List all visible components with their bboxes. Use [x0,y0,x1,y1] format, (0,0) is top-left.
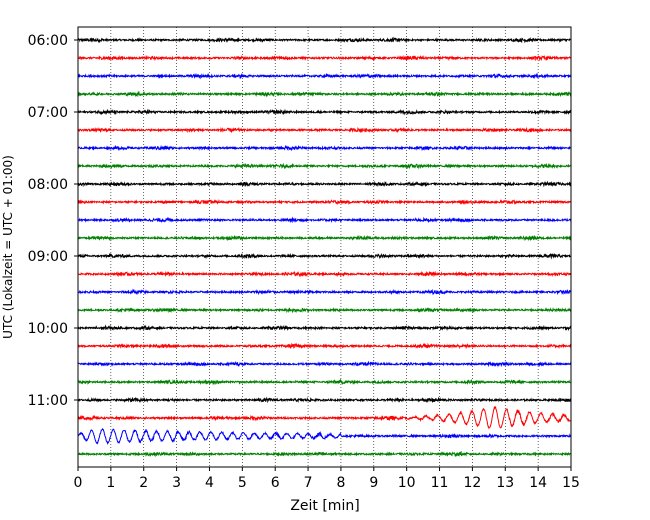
seismic-trace [77,252,572,260]
seismic-trace [77,234,572,242]
x-tick-label: 8 [336,475,345,491]
seismic-trace [77,198,572,206]
seismic-trace [77,126,572,134]
x-tick-label: 4 [205,475,214,491]
seismic-trace [77,270,572,278]
grid-lines [110,27,539,467]
plot-frame [77,26,572,468]
seismic-trace [77,72,572,80]
seismic-trace [77,36,572,44]
seismic-trace [77,378,572,386]
x-tick-label: 2 [139,475,148,491]
seismic-trace [77,54,572,62]
y-tick-label: 06:00 [28,33,68,49]
x-tick-label: 11 [431,475,449,491]
seismic-trace [77,288,572,296]
seismic-trace [77,450,572,458]
seismic-trace [77,306,572,314]
seismic-trace [77,90,572,98]
y-tick-label: 10:00 [28,321,68,337]
seismic-trace [77,427,572,445]
seismic-trace [77,396,572,404]
x-tick-label: 10 [398,475,416,491]
seismic-trace [77,360,572,368]
x-tick-label: 7 [304,475,313,491]
seismic-trace [77,108,572,116]
x-tick-label: 12 [463,475,481,491]
y-axis-title: UTC (Lokalzeit = UTC + 01:00) [1,155,15,339]
y-axis-ticks: 06:00 07:00 08:00 09:00 10:00 11:00 [28,33,78,409]
x-tick-label: 15 [562,475,580,491]
y-tick-label: 09:00 [28,249,68,265]
x-tick-label: 14 [529,475,547,491]
seismic-trace [77,406,572,430]
x-axis-title: Zeit [min] [290,498,359,514]
seismic-trace [77,216,572,224]
seismic-trace [77,162,572,170]
x-tick-label: 5 [238,475,247,491]
x-tick-label: 3 [172,475,181,491]
x-tick-label: 13 [496,475,514,491]
seismic-trace [77,342,572,350]
y-tick-label: 08:00 [28,177,68,193]
x-tick-label: 9 [369,475,378,491]
seismic-trace [77,324,572,332]
x-axis-ticks: 0 1 2 3 4 5 6 7 8 9 10 11 12 13 14 15 [74,467,580,491]
x-tick-label: 1 [106,475,115,491]
seismic-trace [77,144,572,152]
y-tick-label: 11:00 [28,393,68,409]
x-tick-label: 0 [74,475,83,491]
x-tick-label: 6 [271,475,280,491]
seismic-traces [77,36,572,458]
seismic-trace [77,180,572,188]
y-tick-label: 07:00 [28,105,68,121]
